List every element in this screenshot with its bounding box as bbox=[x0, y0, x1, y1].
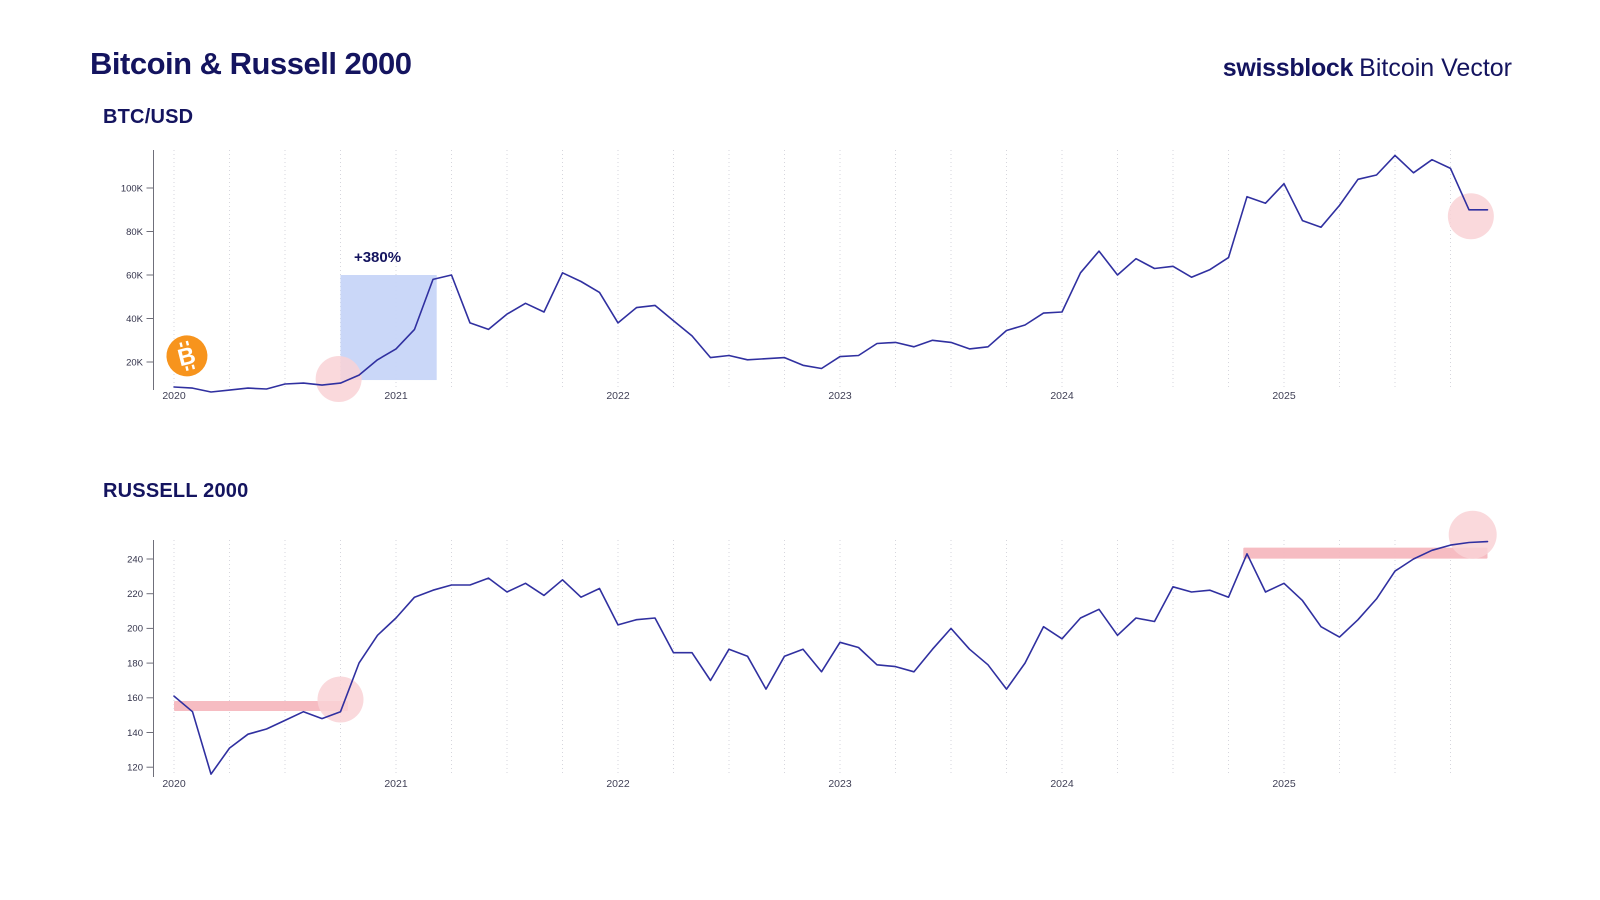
price-line bbox=[173, 154, 1489, 393]
russell-chart: 120 140 160 180 200 220 240 2020 2021 2022 2023 202… bbox=[127, 510, 1497, 790]
x-year-label: 2025 bbox=[1272, 778, 1296, 790]
gain-label: +380% bbox=[354, 249, 401, 266]
y-tick-label: 100K bbox=[121, 183, 144, 194]
y-tick-label: 40K bbox=[126, 314, 144, 325]
x-year-label: 2022 bbox=[606, 390, 630, 402]
y-tick-label: 240 bbox=[127, 554, 143, 565]
chart-title-russell: RUSSELL 2000 bbox=[103, 480, 249, 502]
y-tick-label: 160 bbox=[127, 693, 143, 704]
x-year-label: 2024 bbox=[1050, 390, 1074, 402]
highlight-circle bbox=[1447, 193, 1494, 240]
bitcoin-icon-prong bbox=[185, 340, 190, 346]
page-title: Bitcoin & Russell 2000 bbox=[90, 46, 412, 81]
y-tick-label: 200 bbox=[127, 624, 143, 635]
y-tick-label: 60K bbox=[126, 270, 144, 281]
y-tick-label: 140 bbox=[127, 728, 143, 739]
y-tick-label: 80K bbox=[126, 227, 144, 238]
x-year-label: 2025 bbox=[1272, 390, 1296, 402]
x-year-label: 2021 bbox=[384, 390, 408, 402]
x-year-label: 2020 bbox=[162, 390, 186, 402]
support-band bbox=[1243, 547, 1488, 559]
brand-logo: swissblock Bitcoin Vector bbox=[1223, 54, 1512, 83]
y-tick-label: 120 bbox=[127, 763, 143, 774]
highlight-circle bbox=[315, 355, 362, 402]
gain-highlight-box bbox=[340, 275, 437, 381]
brand-product-name: Bitcoin Vector bbox=[1359, 54, 1512, 82]
btc-chart: 20K 40K 60K 80K 100K 2020 2021 2022 2023 2024 2025… bbox=[121, 150, 1494, 402]
x-year-label: 2021 bbox=[384, 778, 408, 790]
highlight-circle bbox=[317, 676, 364, 723]
x-year-label: 2024 bbox=[1050, 778, 1074, 790]
price-line bbox=[173, 540, 1489, 775]
y-tick-label: 220 bbox=[127, 589, 143, 600]
bitcoin-icon-prong bbox=[191, 364, 196, 370]
x-year-label: 2020 bbox=[162, 778, 186, 790]
brand-name: swissblock bbox=[1222, 54, 1354, 82]
y-tick-label: 20K bbox=[126, 357, 144, 368]
bitcoin-icon-prong bbox=[185, 366, 189, 371]
bitcoin-icon-glyph: B bbox=[175, 342, 198, 372]
x-year-label: 2023 bbox=[828, 778, 852, 790]
y-tick-label: 180 bbox=[127, 658, 143, 669]
x-year-label: 2023 bbox=[828, 390, 852, 402]
chart-title-btc: BTC/USD bbox=[103, 106, 194, 128]
bitcoin-icon: B bbox=[166, 335, 208, 377]
bitcoin-icon-prong bbox=[179, 342, 183, 348]
bitcoin-icon-circle bbox=[166, 335, 208, 377]
support-band bbox=[174, 700, 348, 711]
x-year-label: 2022 bbox=[606, 778, 630, 790]
highlight-circle bbox=[1448, 510, 1497, 559]
